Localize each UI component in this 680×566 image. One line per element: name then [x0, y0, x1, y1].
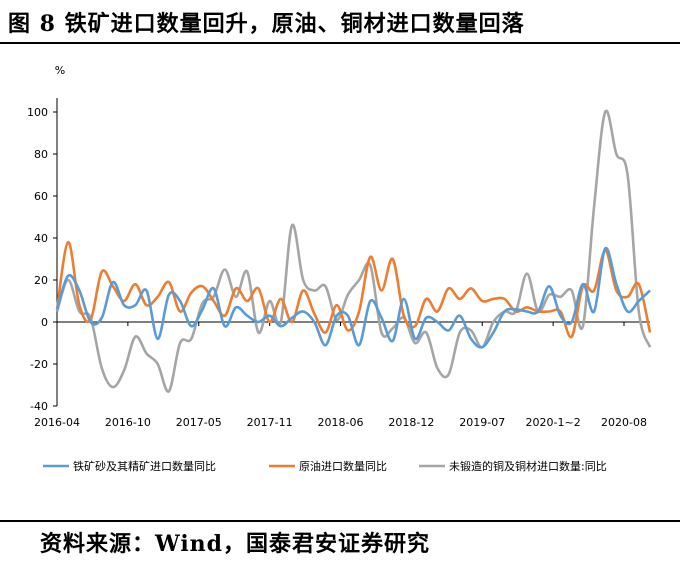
- y-tick-label: 40: [34, 232, 48, 245]
- y-tick-label: -40: [30, 400, 48, 413]
- title-rule: [0, 42, 680, 44]
- x-tick-label: 2020-08: [601, 416, 647, 429]
- x-tick-label: 2020-1~2: [526, 416, 581, 429]
- y-tick-label: 0: [41, 316, 48, 329]
- source-note: 资料来源：Wind，国泰君安证券研究: [40, 531, 431, 557]
- x-tick-label: 2018-12: [388, 416, 434, 429]
- x-tick-label: 2017-11: [247, 416, 293, 429]
- x-tick-label: 2016-04: [34, 416, 80, 429]
- y-tick-label: -20: [30, 358, 48, 371]
- x-tick-label: 2018-06: [318, 416, 364, 429]
- y-unit-label: %: [55, 64, 65, 77]
- y-tick-label: 100: [27, 106, 48, 119]
- series-line-3: [55, 109, 652, 393]
- y-tick-label: 60: [34, 190, 48, 203]
- x-tick-label: 2016-10: [105, 416, 151, 429]
- legend-label-1: 铁矿砂及其精矿进口数量同比: [73, 460, 216, 473]
- series-line-1: [55, 246, 651, 349]
- legend-label-2: 原油进口数量同比: [299, 459, 387, 473]
- chart-title: 图 8 铁矿进口数量回升，原油、铜材进口数量回落: [8, 11, 525, 37]
- source-rule: [0, 520, 680, 522]
- line-chart: % -40 -20 0 20 40 60 80 100 2016-04 2016-10 2017-05…: [27, 64, 652, 473]
- x-tick-label: 2017-05: [176, 416, 222, 429]
- x-tick-label: 2019-07: [459, 416, 505, 429]
- y-tick-label: 80: [34, 148, 48, 161]
- y-tick-label: 20: [34, 274, 48, 287]
- legend-label-3: 未锻造的铜及铜材进口数量:同比: [449, 459, 607, 473]
